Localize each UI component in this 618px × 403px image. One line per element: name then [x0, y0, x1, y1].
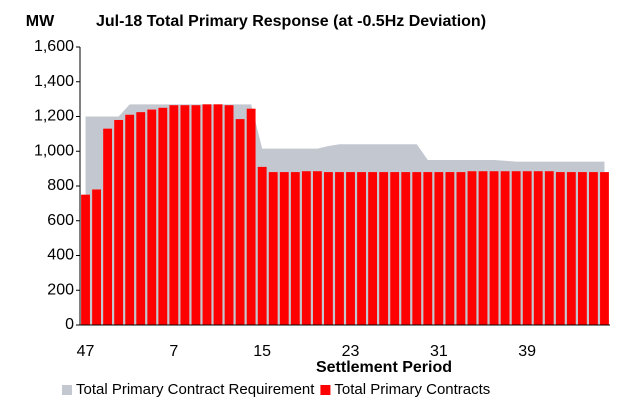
bar	[379, 172, 389, 325]
bar	[268, 172, 278, 325]
bar	[147, 109, 157, 325]
y-tick-label: 600	[47, 212, 74, 229]
x-tick-label: 31	[430, 343, 448, 360]
x-axis-label: Settlement Period	[316, 359, 452, 376]
bar	[357, 172, 366, 325]
bar	[125, 114, 135, 325]
bar	[103, 128, 113, 325]
bar	[368, 172, 378, 325]
bar	[114, 119, 124, 325]
bar	[577, 172, 587, 325]
bar	[445, 172, 455, 325]
bar	[246, 108, 256, 326]
bar	[136, 112, 146, 325]
legend-label: Total Primary Contract Requirement	[76, 381, 315, 398]
bar	[213, 104, 223, 326]
bar	[301, 171, 311, 325]
bar	[224, 105, 234, 325]
bar	[423, 172, 433, 325]
bar	[324, 172, 333, 325]
x-tick-label: 15	[253, 343, 271, 360]
bar	[467, 171, 477, 325]
bar	[81, 194, 90, 325]
bar	[257, 166, 267, 325]
bar	[92, 189, 101, 325]
bar	[290, 172, 300, 325]
legend-label: Total Primary Contracts	[334, 381, 490, 398]
bar	[600, 172, 609, 325]
bar	[335, 172, 344, 325]
y-tick-label: 1,200	[34, 108, 74, 125]
x-tick-label: 47	[77, 343, 95, 360]
bar	[312, 171, 322, 325]
bar	[390, 172, 400, 325]
bar	[522, 171, 532, 325]
bar	[158, 107, 168, 325]
y-tick-label: 1,400	[34, 73, 74, 90]
x-tick-label: 23	[342, 343, 360, 360]
y-tick-label: 0	[65, 316, 74, 333]
x-tick-label: 7	[169, 343, 178, 360]
bar	[434, 172, 444, 325]
bar	[456, 172, 466, 325]
y-tick-label: 1,000	[34, 142, 74, 159]
bar	[346, 172, 355, 325]
x-tick-label: 39	[518, 343, 536, 360]
bar	[279, 172, 289, 325]
bar	[544, 171, 554, 325]
bar	[191, 105, 201, 325]
bar	[401, 172, 411, 325]
y-tick-label: 400	[47, 247, 74, 264]
y-tick-label: 800	[47, 177, 74, 194]
y-tick-label: 200	[47, 281, 74, 298]
y-axis-label: MW	[26, 13, 55, 30]
bar	[489, 171, 499, 325]
bar	[202, 104, 212, 326]
bar	[511, 171, 521, 325]
bar	[235, 119, 245, 325]
chart-title: Jul-18 Total Primary Response (at -0.5Hz…	[96, 13, 486, 30]
bar	[566, 172, 576, 325]
bar	[500, 171, 510, 325]
bar	[533, 171, 543, 325]
bar	[412, 172, 422, 325]
y-tick-label: 1,600	[34, 38, 74, 55]
bar	[478, 171, 488, 325]
legend-swatch	[320, 385, 331, 395]
bar	[169, 105, 179, 325]
legend-swatch	[62, 385, 72, 395]
bar	[589, 172, 598, 325]
bar	[180, 105, 190, 325]
bar	[555, 172, 565, 325]
